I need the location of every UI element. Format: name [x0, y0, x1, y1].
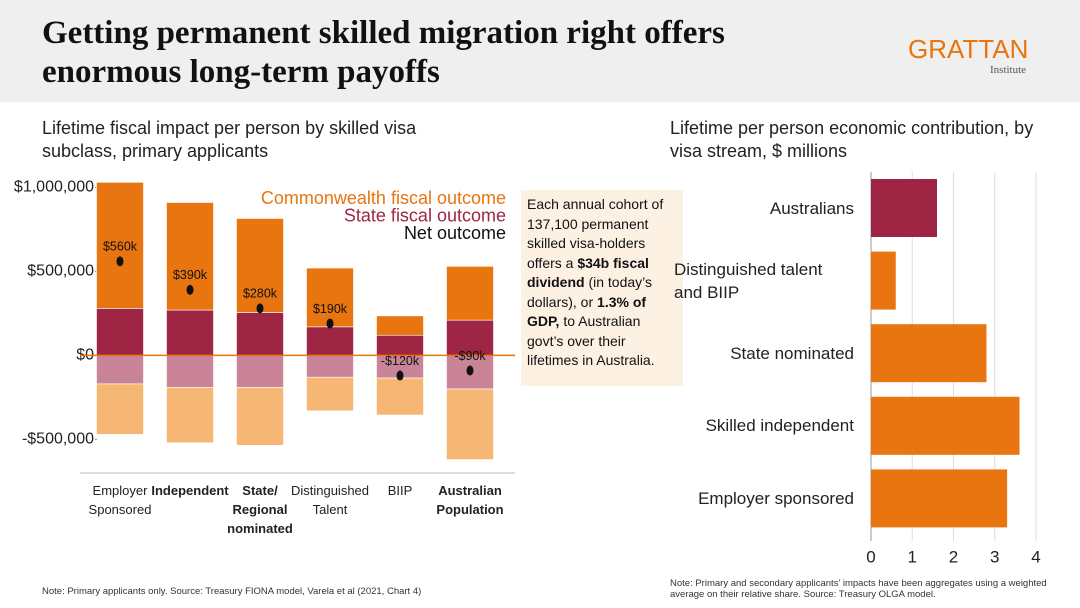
legend-entry: Net outcome: [404, 223, 506, 243]
bar-segment: [306, 376, 354, 412]
x-tick-label: 0: [866, 547, 875, 566]
x-tick-label: 1: [908, 547, 917, 566]
bar-segment: [376, 377, 424, 416]
y-tick-label: $500,000: [27, 263, 94, 280]
y-tick-label: Distinguished talent and BIIP: [674, 259, 823, 302]
value-label: $280k: [243, 287, 278, 301]
x-tick-label: Distinguished Talent: [290, 483, 370, 517]
logo-sub: Institute: [990, 64, 1027, 76]
value-label: $390k: [173, 268, 208, 282]
y-tick-label: State nominated: [730, 343, 854, 363]
slide-title: Getting permanent skilled migration righ…: [42, 15, 725, 90]
x-tick-label: Independent: [151, 483, 229, 498]
y-tick-label: -$500,000: [22, 431, 94, 448]
value-label: -$120k: [381, 354, 420, 368]
legend-entry: Commonwealth fiscal outcome: [261, 188, 506, 208]
logo: GRATTAN: [908, 34, 1029, 64]
note: Note: Primary and secondary applicants’ …: [670, 578, 1047, 600]
chart-title: Lifetime fiscal impact per person by ski…: [42, 118, 417, 161]
bar-segment: [96, 308, 144, 356]
bar-segment: [306, 326, 354, 356]
x-tick-label: Employer Sponsored: [88, 483, 152, 517]
callout: Each annual cohort of 137,100 permanent …: [521, 190, 683, 386]
bar-segment: [166, 387, 214, 444]
bar-segment: [306, 355, 354, 378]
bar: [871, 324, 987, 383]
callout-text: $34b fiscal dividend: [527, 254, 649, 291]
y-tick-label: Skilled independent: [705, 416, 854, 436]
x-tick-label: 4: [1031, 547, 1040, 566]
net-dot: [466, 365, 474, 376]
x-tick-label: 2: [949, 547, 958, 566]
x-tick-label: 3: [990, 547, 999, 566]
header: Getting permanent skilled migration righ…: [0, 0, 1080, 102]
bar: [871, 469, 1008, 528]
bar-segment: [166, 309, 214, 356]
net-dot: [256, 303, 264, 314]
bar-segment: [96, 182, 144, 309]
bar-segment: [376, 315, 424, 336]
callout-text: to Australian govt’s over their lifetime…: [527, 313, 655, 368]
bar-segment: [376, 334, 424, 356]
bar-segment: [96, 355, 144, 385]
x-tick-label: State/ Regional nominated: [227, 483, 293, 536]
x-tick-label: BIIP: [387, 483, 413, 498]
callout-text: Each annual cohort of 137,100 permanent …: [527, 196, 664, 271]
bar-segment: [236, 387, 284, 446]
callout-text: (in today’s dollars), or: [527, 274, 653, 310]
bar-segment: [166, 355, 214, 388]
bar: [871, 396, 1020, 455]
note: Note: Primary applicants only. Source: T…: [42, 586, 422, 597]
bar-segment: [306, 267, 354, 328]
legend-entry: State fiscal outcome: [344, 205, 506, 225]
bar: [871, 179, 937, 237]
y-tick-label: Australians: [769, 198, 854, 218]
value-label: $560k: [103, 240, 138, 254]
y-tick-label: $1,000,000: [14, 179, 94, 196]
net-dot: [326, 318, 334, 329]
callout-text: 1.3% of GDP,: [527, 293, 647, 330]
net-dot: [116, 256, 124, 267]
bar-segment: [96, 383, 144, 435]
bar-segment: [236, 312, 284, 356]
bar-segment: [236, 218, 284, 313]
value-label: -$90k: [454, 349, 486, 363]
bar-segment: [236, 355, 284, 388]
net-dot: [396, 370, 404, 381]
bar-segment: [446, 266, 494, 321]
value-label: $190k: [313, 302, 348, 316]
y-tick-label: Employer sponsored: [698, 488, 854, 508]
net-dot: [186, 284, 194, 295]
bar: [871, 251, 896, 310]
chart-title: Lifetime per person economic contributio…: [670, 118, 1034, 161]
bar-segment: [446, 388, 494, 460]
x-tick-label: Australian Population: [436, 483, 504, 517]
